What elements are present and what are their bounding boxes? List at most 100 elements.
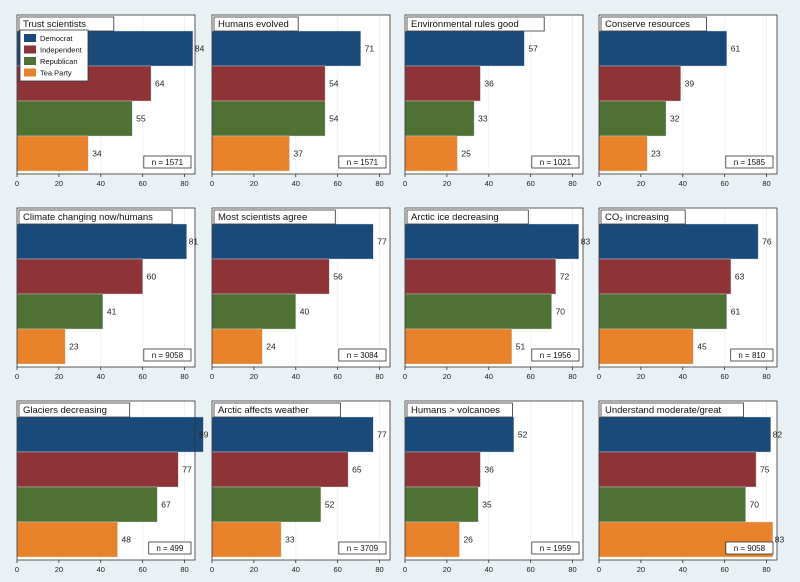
x-tick-label: 20	[55, 179, 63, 188]
bar	[211, 328, 263, 365]
legend-swatch	[24, 68, 36, 77]
plot-border	[16, 400, 196, 561]
bar	[598, 293, 727, 330]
x-tick-label: 60	[720, 179, 728, 188]
x-tick-label: 20	[250, 372, 258, 381]
chart-panel: 84 64 55 34 0 20 40 60 80 Trust scientists n = 157…	[15, 14, 205, 188]
panel-title-box	[213, 209, 336, 225]
n-label-box	[338, 541, 387, 555]
bar	[211, 65, 326, 102]
data-label: 72	[560, 272, 570, 282]
x-tick-label: 0	[597, 179, 601, 188]
bar	[404, 135, 458, 172]
panel-title-box	[406, 16, 545, 32]
panel-title-box	[213, 16, 299, 32]
x-tick-label: 60	[333, 565, 341, 574]
data-label: 76	[762, 237, 772, 247]
bar	[16, 293, 104, 330]
data-label: 35	[482, 500, 492, 510]
n-label-box	[725, 541, 774, 555]
x-tick-label: 80	[375, 372, 383, 381]
panel-title: Conserve resources	[605, 19, 690, 30]
x-tick-label: 40	[485, 179, 493, 188]
bar	[211, 293, 296, 330]
data-label: 64	[155, 79, 165, 89]
data-label: 67	[161, 500, 171, 510]
chart-panel: 89 77 67 48 0 20 40 60 80 Glaciers decreasing n = …	[15, 400, 209, 574]
x-tick-label: 20	[250, 179, 258, 188]
data-label: 77	[377, 430, 387, 440]
data-label: 36	[484, 79, 494, 89]
bar	[211, 416, 374, 453]
panel-title: Arctic ice decreasing	[411, 212, 499, 223]
bar	[16, 223, 187, 260]
data-label: 75	[760, 465, 770, 475]
panel-title: Understand moderate/great	[605, 405, 722, 416]
n-label: n = 1959	[540, 544, 572, 553]
x-tick-label: 40	[97, 179, 105, 188]
bar	[211, 486, 322, 523]
x-tick-label: 0	[403, 179, 407, 188]
data-label: 82	[773, 430, 783, 440]
plot-border	[211, 14, 391, 175]
panel-title: CO₂ increasing	[605, 212, 669, 223]
chart-panel: 77 56 40 24 0 20 40 60 80 Most scientists agree n …	[210, 207, 391, 381]
n-label-box	[531, 155, 580, 169]
chart-panel: 83 72 70 51 0 20 40 60 80 Arctic ice decreasing n …	[403, 207, 591, 381]
x-tick-label: 0	[597, 565, 601, 574]
bar	[16, 416, 204, 453]
x-tick-label: 20	[443, 565, 451, 574]
panel-title-box	[213, 402, 341, 418]
bar	[404, 223, 580, 260]
data-label: 34	[92, 149, 102, 159]
data-label: 77	[182, 465, 192, 475]
data-label: 60	[147, 272, 157, 282]
data-label: 55	[136, 114, 146, 124]
x-tick-label: 80	[180, 179, 188, 188]
data-label: 84	[195, 44, 205, 54]
bar	[211, 521, 282, 558]
chart-panel: 52 36 35 26 0 20 40 60 80 Humans > volcanoes n = 1…	[403, 400, 584, 574]
data-label: 83	[775, 535, 785, 545]
plot-border	[598, 14, 778, 175]
data-label: 77	[377, 237, 387, 247]
bar	[211, 258, 330, 295]
data-label: 48	[122, 535, 132, 545]
chart-panel: 77 65 52 33 0 20 40 60 80 Arctic affects weather n…	[210, 400, 391, 574]
x-tick-label: 40	[485, 372, 493, 381]
data-label: 24	[266, 342, 276, 352]
x-tick-label: 0	[210, 179, 214, 188]
data-label: 65	[352, 465, 362, 475]
plot-border	[598, 207, 778, 368]
chart-panel: 61 39 32 23 0 20 40 60 80 Conserve resources n = 1…	[597, 14, 778, 188]
x-tick-label: 80	[180, 565, 188, 574]
bar	[598, 416, 771, 453]
bar	[598, 486, 746, 523]
bar	[211, 223, 374, 260]
bar	[16, 328, 66, 365]
data-label: 23	[651, 149, 661, 159]
bar	[404, 100, 475, 137]
n-label-box	[143, 348, 192, 362]
bar	[404, 451, 481, 488]
legend-swatch	[24, 45, 36, 54]
x-tick-label: 80	[762, 372, 770, 381]
legend-entry: Republican	[40, 57, 78, 66]
bar	[598, 451, 757, 488]
bar	[598, 328, 694, 365]
x-tick-label: 0	[15, 565, 19, 574]
bar	[16, 521, 118, 558]
bar	[16, 451, 179, 488]
data-label: 89	[199, 430, 209, 440]
bar	[404, 521, 460, 558]
bar	[211, 135, 290, 172]
plot-border	[598, 400, 778, 561]
x-tick-label: 80	[568, 179, 576, 188]
data-label: 40	[300, 307, 310, 317]
x-tick-label: 40	[292, 372, 300, 381]
n-label: n = 1956	[540, 351, 572, 360]
bar	[211, 30, 361, 67]
data-label: 61	[731, 307, 741, 317]
x-tick-label: 0	[210, 565, 214, 574]
